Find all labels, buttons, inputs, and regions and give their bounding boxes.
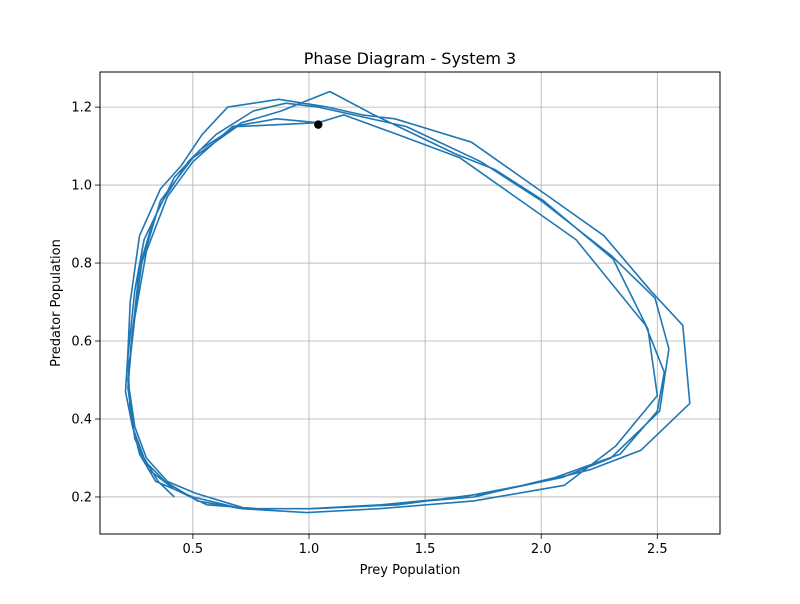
x-tick-label: 2.5 <box>647 542 668 557</box>
marker-layer <box>314 120 323 129</box>
x-tick-label: 1.5 <box>415 542 436 557</box>
chart-title: Phase Diagram - System 3 <box>304 49 516 68</box>
series-layer <box>124 90 691 514</box>
x-tick-label: 2.0 <box>531 542 552 557</box>
x-axis-label: Prey Population <box>360 563 461 578</box>
phase-trajectory-line <box>124 90 691 514</box>
y-tick-label: 1.0 <box>71 179 92 194</box>
y-tick-label: 0.4 <box>71 412 92 427</box>
x-axis-ticks: 0.5 1.0 1.5 2.0 2.5 <box>183 534 668 557</box>
y-axis-label: Predator Population <box>49 239 64 367</box>
grid-lines <box>100 72 720 534</box>
x-tick-label: 1.0 <box>299 542 320 557</box>
y-tick-label: 0.6 <box>71 335 92 350</box>
x-tick-label: 0.5 <box>183 542 204 557</box>
y-tick-label: 0.8 <box>71 257 92 272</box>
y-tick-label: 0.2 <box>71 490 92 505</box>
y-axis-ticks: 0.2 0.4 0.6 0.8 1.0 1.2 <box>71 101 100 505</box>
start-point-marker <box>314 120 323 129</box>
plot-frame <box>99 71 721 535</box>
y-tick-label: 1.2 <box>71 101 92 116</box>
